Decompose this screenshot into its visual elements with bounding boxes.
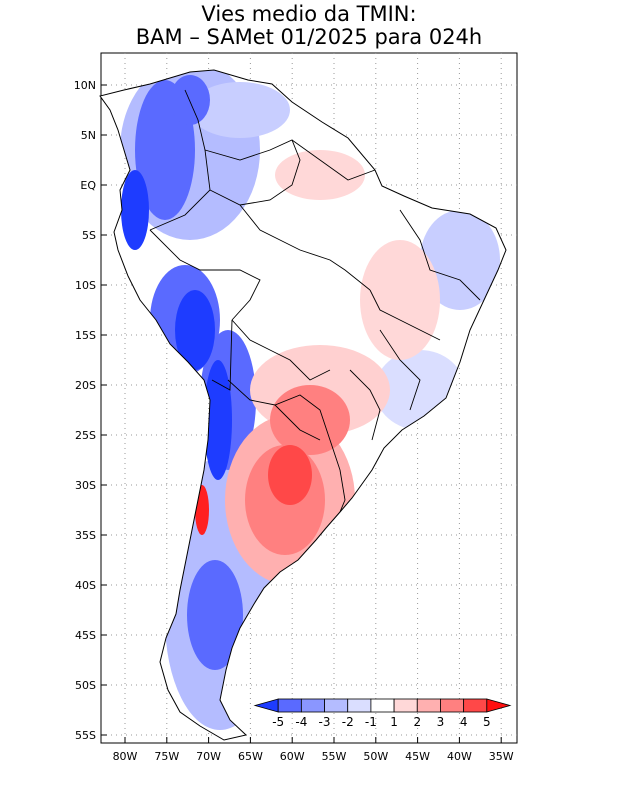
lat-tick-label: 5N xyxy=(81,129,96,142)
lon-tick-label: 65W xyxy=(238,750,263,763)
legend-label: -2 xyxy=(342,715,354,729)
lat-tick-label: 45S xyxy=(75,629,96,642)
lat-tick-label: EQ xyxy=(80,179,96,192)
legend-swatch xyxy=(347,698,372,713)
lat-tick-label: 40S xyxy=(75,579,96,592)
lat-tick-label: 15S xyxy=(75,329,96,342)
lat-tick-label: 5S xyxy=(82,229,96,242)
bias-area-amazon-north xyxy=(275,150,365,200)
legend-swatch xyxy=(324,698,349,713)
lat-tick-label: 35S xyxy=(75,529,96,542)
bias-field xyxy=(100,70,506,740)
lon-tick-label: 35W xyxy=(489,750,514,763)
bias-area-ecuador-coast xyxy=(121,170,149,250)
legend-label: -5 xyxy=(272,715,284,729)
lon-tick-label: 60W xyxy=(280,750,305,763)
lat-tick-label: 30S xyxy=(75,479,96,492)
bias-area-paraguay xyxy=(270,385,350,455)
legend-label: 2 xyxy=(413,715,421,729)
lat-tick-label: 20S xyxy=(75,379,96,392)
lon-tick-label: 50W xyxy=(363,750,388,763)
latitude-axis: 10N 5N EQ 5S 10S 15S 20S 25S 30S 35S 40S 45S 50S 55S xyxy=(74,79,107,742)
legend-swatch xyxy=(393,698,418,713)
bias-area-venezuela xyxy=(190,82,290,138)
legend-label: 5 xyxy=(483,715,491,729)
bias-area-cordoba xyxy=(268,445,312,505)
legend-swatch xyxy=(370,698,395,713)
legend-swatch xyxy=(416,698,441,713)
lon-tick-label: 80W xyxy=(113,750,138,763)
legend-label: -1 xyxy=(365,715,377,729)
lat-tick-label: 25S xyxy=(75,429,96,442)
lon-tick-label: 40W xyxy=(447,750,472,763)
lat-tick-label: 10S xyxy=(75,279,96,292)
legend-swatch xyxy=(440,698,465,713)
color-legend: -5 -4 -3 -2 -1 1 2 3 4 5 xyxy=(253,698,512,729)
legend-swatch xyxy=(300,698,325,713)
bias-area-northeast-brazil xyxy=(420,210,500,310)
bias-area-cerrado xyxy=(360,240,440,360)
lat-tick-label: 55S xyxy=(75,729,96,742)
map-title-line1: Vies medio da TMIN: xyxy=(201,2,417,26)
bias-area-southern-andes xyxy=(187,560,243,670)
lat-tick-label: 50S xyxy=(75,679,96,692)
longitude-axis: 80W 75W 70W 65W 60W 55W 50W 45W 40W 35W xyxy=(113,737,514,763)
bias-area-atacama xyxy=(204,360,232,480)
legend-label: 1 xyxy=(390,715,398,729)
continent-coastline xyxy=(99,69,507,741)
legend-arrow-low xyxy=(253,698,279,713)
bias-area-peru-coast xyxy=(175,290,215,370)
lon-tick-label: 70W xyxy=(196,750,221,763)
lon-tick-label: 45W xyxy=(405,750,430,763)
lon-tick-label: 55W xyxy=(322,750,347,763)
lon-tick-label: 75W xyxy=(154,750,179,763)
lat-tick-label: 10N xyxy=(74,79,96,92)
legend-label: -3 xyxy=(319,715,331,729)
bias-area-central-chile-warm xyxy=(195,485,209,535)
legend-swatch xyxy=(463,698,488,713)
legend-label: 3 xyxy=(437,715,445,729)
map-title-line2: BAM – SAMet 01/2025 para 024h xyxy=(135,25,483,49)
legend-label: 4 xyxy=(460,715,468,729)
bias-area-far-north xyxy=(170,75,210,125)
map-frame xyxy=(100,52,518,744)
legend-label: -4 xyxy=(295,715,307,729)
legend-arrow-high xyxy=(486,698,512,713)
country-borders xyxy=(149,89,481,513)
legend-swatch xyxy=(277,698,302,713)
